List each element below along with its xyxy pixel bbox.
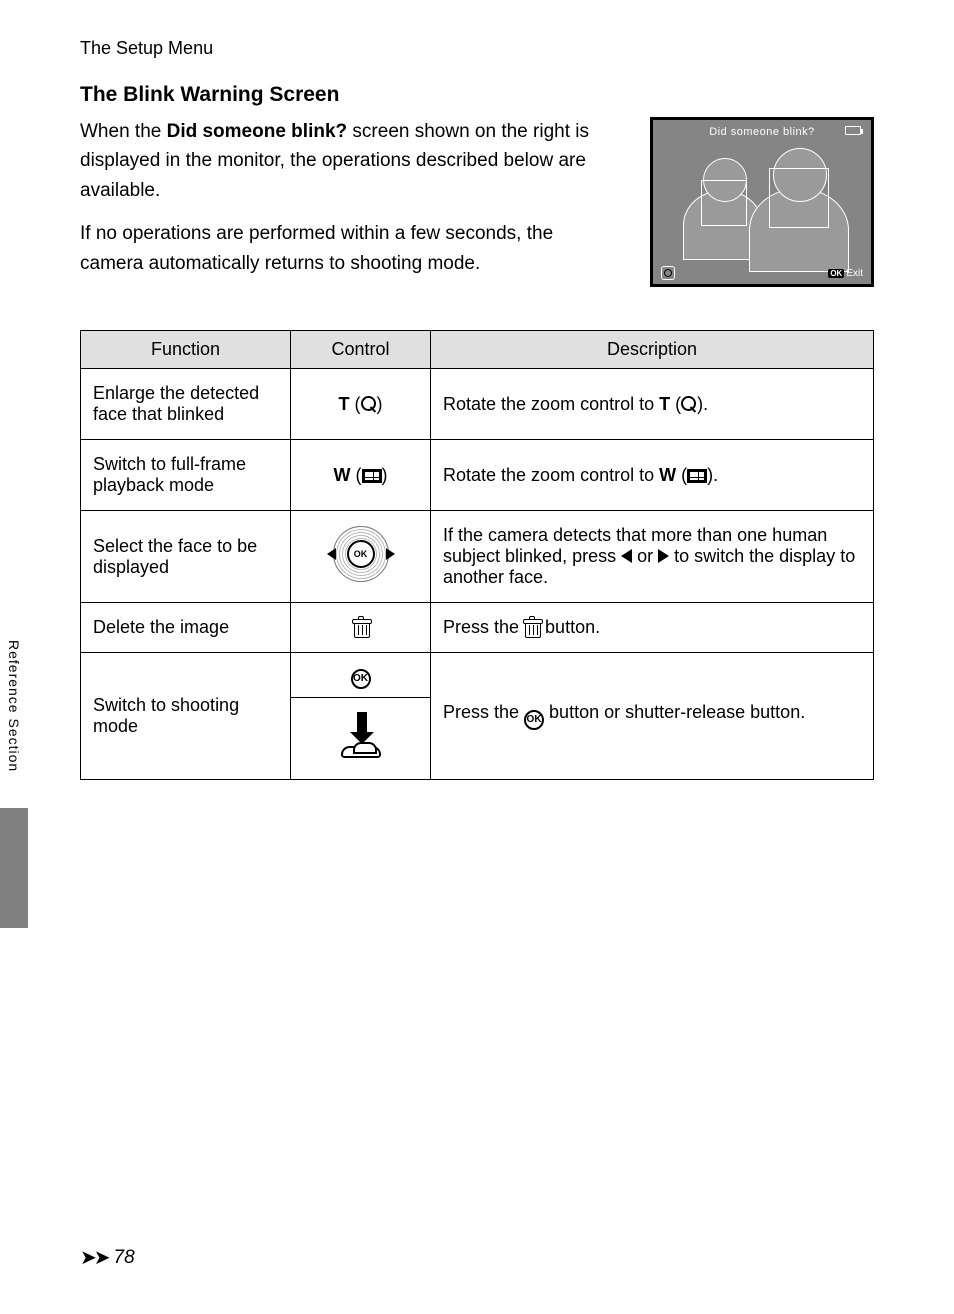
thumbnail-grid-icon [362,469,382,483]
cell-function: Enlarge the detected face that blinked [81,369,291,440]
side-label: Reference Section [6,640,22,772]
blink-warning-screen-thumb: Did someone blink? OK Exit [650,117,874,287]
desc-part: . [713,465,718,485]
table-row: Switch to full-frame playback mode W () … [81,440,874,511]
desc-part: Press the [443,702,524,722]
ok-exit-label: OK Exit [828,268,863,279]
right-arrow-icon [658,549,669,563]
desc-part: or [632,546,658,566]
desc-part: . [703,394,708,414]
t-glyph: T [339,394,350,414]
table-row: Select the face to be displayed OK If th… [81,511,874,603]
cell-description: Press the button. [431,603,874,653]
desc-part: button. [540,617,600,637]
side-tab-marker [0,808,28,928]
table-row: Switch to shooting mode OK Press the OK … [81,653,874,698]
cell-control-shutter [291,698,431,780]
functions-table: Function Control Description Enlarge the… [80,330,874,780]
running-head: The Setup Menu [80,38,874,59]
w-glyph: W [659,465,676,485]
table-row: Delete the image Press the button. [81,603,874,653]
shutter-release-icon [339,712,383,760]
table-row: Enlarge the detected face that blinked T… [81,369,874,440]
magnify-icon [661,266,675,280]
desc-part: button or shutter-release button. [544,702,805,722]
cell-function: Switch to full-frame playback mode [81,440,291,511]
w-glyph: W [334,465,351,485]
multi-selector-icon: OK [333,526,389,582]
th-description: Description [431,331,874,369]
ok-button-icon: OK [351,669,371,689]
intro-p2: If no operations are performed within a … [80,219,620,278]
cell-description: Rotate the zoom control to T (). [431,369,874,440]
cell-control-ok: OK [291,653,431,698]
th-control: Control [291,331,431,369]
section-title: The Blink Warning Screen [80,83,874,107]
thumb-title: Did someone blink? [709,126,815,138]
side-tab: Reference Section [0,630,28,910]
desc-part: Rotate the zoom control to [443,394,659,414]
ok-pill: OK [828,269,844,278]
cell-function: Switch to shooting mode [81,653,291,780]
cell-function: Select the face to be displayed [81,511,291,603]
cell-description: Rotate the zoom control to W (). [431,440,874,511]
cell-description: Press the OK button or shutter-release b… [431,653,874,780]
page-section-icon: ➤➤ [80,1245,108,1270]
cell-control [291,603,431,653]
magnify-icon [361,396,377,412]
cell-control: W () [291,440,431,511]
page-number-value: 78 [114,1247,135,1269]
intro-p1-a: When the [80,121,167,142]
trash-icon [353,618,369,636]
thumbnail-grid-icon [687,469,707,483]
th-function: Function [81,331,291,369]
ok-button-icon: OK [524,710,544,730]
cell-description: If the camera detects that more than one… [431,511,874,603]
cell-control: T () [291,369,431,440]
intro-text: When the Did someone blink? screen shown… [80,117,620,292]
exit-text: Exit [846,268,863,279]
intro-p1-bold: Did someone blink? [167,121,348,142]
battery-icon [845,126,861,135]
left-arrow-icon [621,549,632,563]
t-glyph: T [659,394,670,414]
page-number: ➤➤ 78 [80,1245,135,1270]
thumb-people-illustration [653,144,871,260]
cell-control: OK [291,511,431,603]
desc-part: Rotate the zoom control to [443,465,659,485]
magnify-icon [681,396,697,412]
desc-part: Press the [443,617,524,637]
trash-icon [524,618,540,636]
cell-function: Delete the image [81,603,291,653]
